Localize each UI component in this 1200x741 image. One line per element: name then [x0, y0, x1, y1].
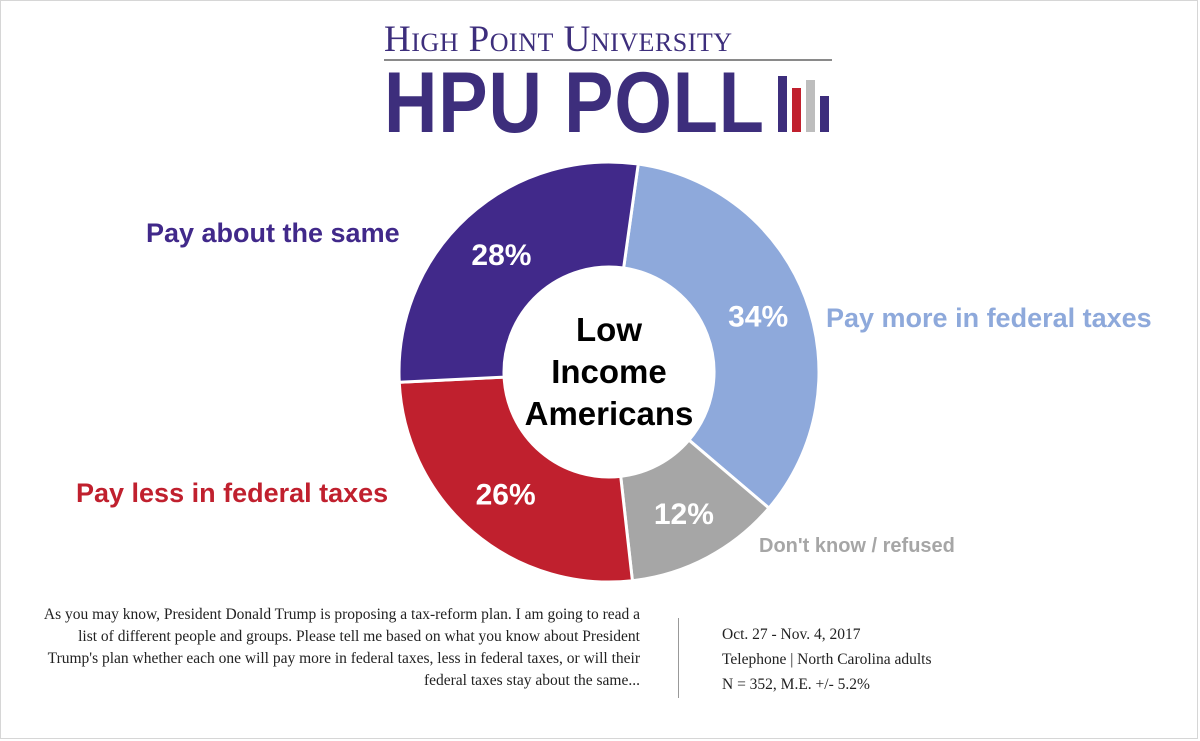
center-label-line-1: Low	[576, 311, 642, 348]
legend-label-pay-more: Pay more in federal taxes	[826, 303, 1152, 333]
legend-label-pay-less: Pay less in federal taxes	[76, 478, 389, 508]
slice-value-pay-same: 28%	[471, 239, 531, 272]
slice-value-pay-more: 34%	[728, 300, 788, 333]
survey-meta: Oct. 27 - Nov. 4, 2017 Telephone | North…	[722, 622, 932, 697]
footer-divider	[678, 618, 679, 698]
slice-pay-more	[621, 162, 821, 511]
slice-pay-less	[397, 375, 635, 584]
logo-bar-4	[820, 96, 829, 132]
poll-logo-bars-icon	[778, 76, 829, 132]
survey-method: Telephone | North Carolina adults	[722, 651, 932, 668]
logo-bar-3	[806, 80, 815, 132]
survey-sample: N = 352, M.E. +/- 5.2%	[722, 676, 870, 693]
center-label-line-3: Americans	[525, 395, 694, 432]
legend-label-pay-same: Pay about the same	[146, 218, 400, 248]
logo-bar-2	[792, 88, 801, 132]
legend-label-dont-know: Don't know / refused	[759, 535, 955, 557]
survey-dates: Oct. 27 - Nov. 4, 2017	[722, 626, 861, 643]
logo-bar-1	[778, 76, 787, 132]
org-title: High Point University	[384, 19, 733, 60]
title-rule	[384, 59, 832, 61]
slice-value-dont-know: 12%	[654, 498, 714, 531]
center-label-line-2: Income	[551, 353, 667, 390]
slice-value-pay-less: 26%	[476, 478, 536, 511]
slice-pay-same	[397, 160, 640, 384]
survey-question: As you may know, President Donald Trump …	[43, 606, 640, 689]
poll-title: HPU POLL	[384, 55, 765, 151]
